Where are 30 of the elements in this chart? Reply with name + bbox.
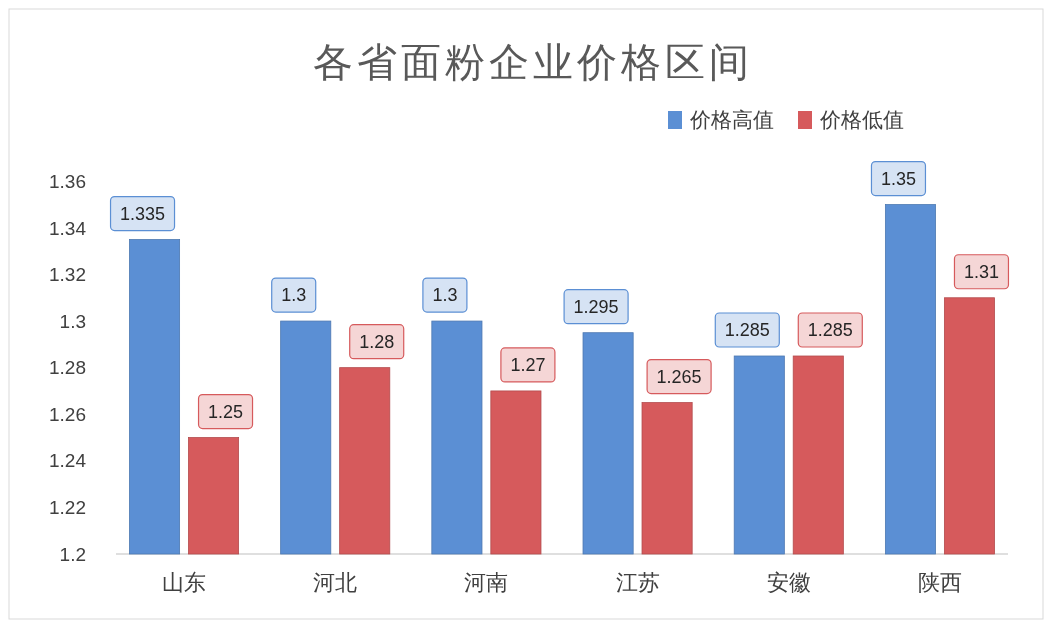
data-label: 1.265 xyxy=(656,366,702,387)
data-label: 1.285 xyxy=(807,320,853,341)
data-label: 1.3 xyxy=(281,285,307,306)
data-label: 1.27 xyxy=(510,355,546,376)
data-label: 1.285 xyxy=(724,320,770,341)
y-tick-label: 1.34 xyxy=(49,217,87,239)
y-tick-label: 1.24 xyxy=(49,450,87,472)
y-tick-label: 1.3 xyxy=(59,310,86,332)
x-tick-label: 陕西 xyxy=(917,570,962,595)
y-tick-label: 1.36 xyxy=(49,170,86,192)
x-tick-label: 河北 xyxy=(313,570,358,595)
x-tick-label: 河南 xyxy=(464,570,509,595)
y-tick-label: 1.2 xyxy=(59,543,86,565)
y-tick-label: 1.32 xyxy=(49,264,86,286)
legend-label: 价格高值 xyxy=(689,108,774,132)
y-tick-label: 1.22 xyxy=(49,497,86,519)
legend-label: 价格低值 xyxy=(819,108,904,132)
y-tick-label: 1.28 xyxy=(49,357,86,379)
x-tick-label: 江苏 xyxy=(615,570,660,595)
data-label: 1.295 xyxy=(573,297,619,318)
x-tick-label: 山东 xyxy=(162,570,207,595)
chart-title: 各省面粉企业价格区间 xyxy=(313,40,753,84)
data-label: 1.335 xyxy=(120,203,166,224)
data-label: 1.25 xyxy=(208,401,244,422)
data-label: 1.31 xyxy=(963,262,999,283)
y-tick-label: 1.26 xyxy=(49,403,86,425)
data-label: 1.28 xyxy=(359,331,395,352)
data-label: 1.3 xyxy=(432,285,458,306)
x-tick-label: 安徽 xyxy=(766,570,811,595)
data-label: 1.35 xyxy=(880,168,916,189)
